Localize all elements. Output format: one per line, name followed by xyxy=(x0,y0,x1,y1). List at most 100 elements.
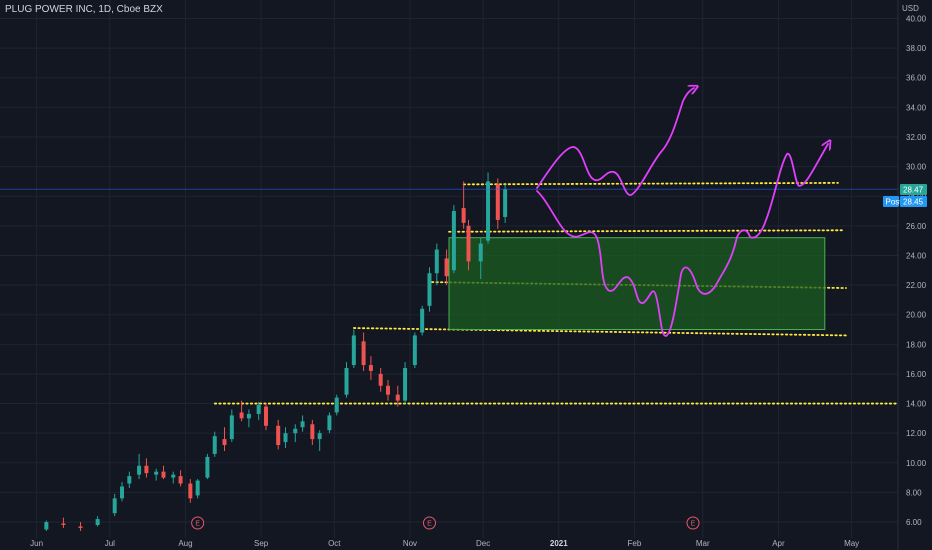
candle-body-up xyxy=(95,519,100,526)
candle-body-up xyxy=(44,522,49,530)
candle-body-down xyxy=(178,476,183,484)
candle-body-down xyxy=(310,424,315,440)
candle-body-down xyxy=(222,439,227,446)
time-tick-label: Jul xyxy=(105,539,115,548)
price-tick-label: 30.00 xyxy=(906,163,927,172)
time-tick-label: Mar xyxy=(696,539,710,548)
post-market-label-badge xyxy=(883,196,899,207)
time-tick-label: Dec xyxy=(476,539,490,548)
candle-body-down xyxy=(276,425,281,446)
price-tick-label: 20.00 xyxy=(906,311,927,320)
bearish-then-bullish-path-drawing[interactable] xyxy=(536,144,828,337)
candle-body-up xyxy=(112,498,117,514)
price-tick-label: 8.00 xyxy=(906,488,922,497)
earnings-circle-icon[interactable]: E xyxy=(422,516,436,530)
price-tick-label: 6.00 xyxy=(906,518,922,527)
candle-body-down xyxy=(161,471,166,478)
candle-body-up xyxy=(317,433,322,440)
candle-body-up xyxy=(293,428,298,434)
price-tick-label: 34.00 xyxy=(906,103,927,112)
time-tick-label: Aug xyxy=(178,539,192,548)
candle-body-up xyxy=(412,335,417,366)
candle-body-up xyxy=(503,189,508,217)
time-tick-label: May xyxy=(844,539,859,548)
earnings-marker-label: E xyxy=(691,521,696,528)
horizontal-level-line[interactable] xyxy=(462,181,839,186)
post-market-price-text: 28.45 xyxy=(903,198,924,207)
horizontal-level-line[interactable] xyxy=(448,229,844,233)
candle-body-down xyxy=(188,483,193,499)
candle-body-up xyxy=(403,368,408,401)
candle-body-down xyxy=(61,523,66,526)
time-tick-label: Feb xyxy=(628,539,642,548)
candle-body-up xyxy=(451,211,456,271)
earnings-marker-label: E xyxy=(427,521,432,528)
candle-body-up xyxy=(283,433,288,443)
time-scale[interactable]: Jun Jul Aug Sep Oct Nov Dec 2021 Feb Mar Apr May xyxy=(30,539,859,548)
price-tick-label: 36.00 xyxy=(906,74,927,83)
price-tick-label: 22.00 xyxy=(906,281,927,290)
bullish-path-drawing[interactable] xyxy=(536,88,694,196)
candle-body-up xyxy=(351,335,356,366)
currency-label: USD xyxy=(902,4,919,13)
demand-zone-rectangle[interactable] xyxy=(448,237,826,331)
candle-body-down xyxy=(368,365,373,371)
earnings-marker-label: E xyxy=(195,521,200,528)
last-price-badge-text: 28.47 xyxy=(903,186,924,195)
candle-body-up xyxy=(478,243,483,262)
price-tick-label: 16.00 xyxy=(906,370,927,379)
earnings-circle-icon[interactable]: E xyxy=(686,516,700,530)
candle-body-up xyxy=(434,249,439,274)
price-tick-label: 26.00 xyxy=(906,222,927,231)
candle-body-up xyxy=(246,413,251,419)
earnings-circle-icon[interactable]: E xyxy=(191,516,205,530)
candle-body-down xyxy=(444,258,449,277)
time-tick-label: Sep xyxy=(254,539,269,548)
candlestick-series xyxy=(44,172,508,531)
price-tick-label: 18.00 xyxy=(906,340,927,349)
candle-body-up xyxy=(120,486,125,499)
candle-body-up xyxy=(327,415,332,431)
horizontal-level-line[interactable] xyxy=(352,327,847,337)
candle-body-down xyxy=(78,526,83,528)
candle-body-up xyxy=(127,476,132,484)
candle-body-up xyxy=(229,415,234,440)
post-market-label-text: Post xyxy=(886,198,903,207)
candle-body-up xyxy=(154,471,159,475)
time-tick-label: Jun xyxy=(30,539,43,548)
candle-body-up xyxy=(420,308,425,333)
candle-body-down xyxy=(395,394,400,401)
price-tick-label: 24.00 xyxy=(906,251,927,260)
symbol-title: PLUG POWER INC, 1D, Cboe BZX xyxy=(5,4,163,15)
candle-body-up xyxy=(300,421,305,428)
price-tick-label: 10.00 xyxy=(906,459,927,468)
candle-body-down xyxy=(461,208,466,223)
candle-body-down xyxy=(144,465,149,474)
price-tick-label: 12.00 xyxy=(906,429,927,438)
candle-body-down xyxy=(385,385,390,395)
price-tick-label: 40.00 xyxy=(906,15,927,24)
candle-body-up xyxy=(344,368,349,395)
post-market-price-badge xyxy=(900,196,927,207)
price-scale[interactable]: 40.0038.0036.0034.0032.0030.0028.0026.00… xyxy=(897,0,927,550)
candle-body-down xyxy=(378,373,383,386)
candle-body-down xyxy=(361,341,366,366)
time-tick-label: Apr xyxy=(772,539,785,548)
price-tick-label: 14.00 xyxy=(906,400,927,409)
candle-body-up xyxy=(195,480,200,496)
time-tick-label: Oct xyxy=(328,539,341,548)
candle-body-up xyxy=(256,405,261,414)
candle-body-up xyxy=(212,436,217,454)
candle-body-down xyxy=(239,412,244,419)
candle-body-up xyxy=(171,474,176,478)
time-tick-label: 2021 xyxy=(550,539,568,548)
freehand-drawings[interactable] xyxy=(536,88,828,337)
time-tick-label: Nov xyxy=(403,539,417,548)
candle-body-down xyxy=(495,184,500,220)
candle-body-down xyxy=(263,406,268,426)
candle-body-up xyxy=(427,273,432,306)
